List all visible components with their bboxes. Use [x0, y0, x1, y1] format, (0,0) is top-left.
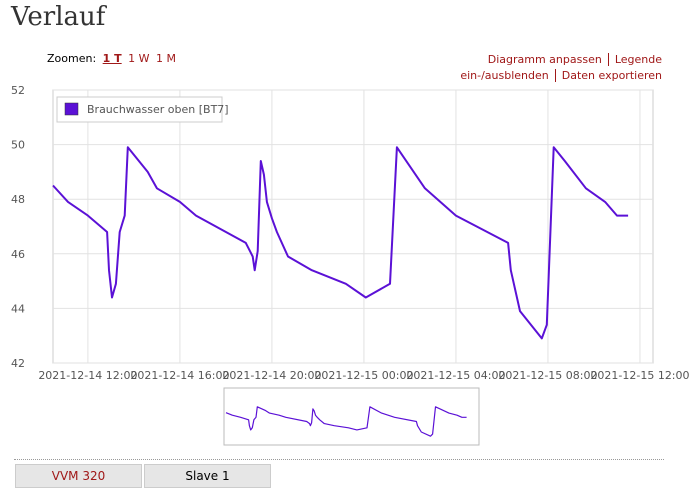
- navigator: [223, 387, 480, 446]
- x-tick-label: 2021-12-15 12:00: [590, 369, 689, 382]
- x-tick-label: 2021-12-15 04:00: [406, 369, 505, 382]
- action-link[interactable]: Legende ein-/ausblenden: [460, 53, 662, 82]
- legend-box: [56, 96, 223, 123]
- y-tick-label: 52: [11, 84, 25, 97]
- x-tick-label: 2021-12-14 16:00: [130, 369, 229, 382]
- chart-actions: Diagramm anpassen Legende ein-/ausblenden…: [362, 52, 662, 84]
- x-tick-label: 2021-12-15 08:00: [498, 369, 597, 382]
- plot-area: [52, 89, 654, 364]
- y-tick-label: 48: [11, 193, 25, 206]
- tab[interactable]: VVM 320: [15, 464, 142, 488]
- x-tick-label: 2021-12-14 12:00: [38, 369, 137, 382]
- zoom-option[interactable]: 1 T: [102, 52, 122, 65]
- y-tick-label: 44: [11, 302, 25, 315]
- legend: Brauchwasser oben [BT7]: [56, 96, 229, 123]
- x-tick-label: 2021-12-14 20:00: [222, 369, 321, 382]
- y-tick-label: 46: [11, 248, 25, 261]
- navigator-line: [225, 406, 467, 437]
- legend-label: Brauchwasser oben [BT7]: [87, 103, 229, 116]
- y-tick-label: 50: [11, 139, 25, 152]
- action-link[interactable]: Daten exportieren: [561, 69, 662, 82]
- x-tick-label: 2021-12-15 00:00: [314, 369, 413, 382]
- line: [52, 146, 629, 340]
- action-link[interactable]: Diagramm anpassen: [487, 53, 609, 66]
- legend-swatch: [64, 102, 79, 116]
- zoom-bar: Zoomen: 1 T 1 W 1 M: [47, 52, 176, 65]
- separator: [14, 459, 664, 460]
- tab[interactable]: Slave 1: [144, 464, 271, 488]
- zoom-option[interactable]: 1 M: [156, 52, 177, 65]
- page-title: Verlauf: [11, 2, 106, 32]
- y-tick-label: 42: [11, 357, 25, 370]
- zoom-option[interactable]: 1 W: [128, 52, 150, 65]
- zoom-label: Zoomen:: [47, 52, 97, 65]
